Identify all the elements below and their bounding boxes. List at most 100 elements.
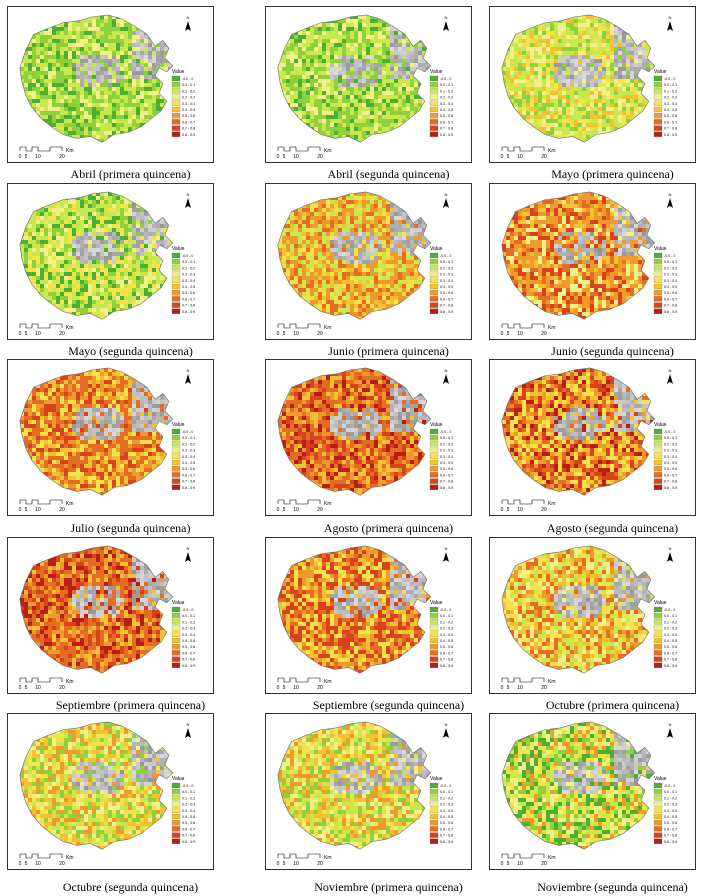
svg-text:10: 10 — [293, 154, 299, 160]
svg-text:0.1 - 0.2: 0.1 - 0.2 — [440, 89, 453, 93]
svg-text:0.2 - 0.3: 0.2 - 0.3 — [182, 96, 195, 100]
panel-caption: Septiembre (segunda quincena) — [313, 698, 464, 713]
map-figure: N Value-0.0 - 00.0 - 0.10.1 - 0.20.2 - 0.… — [19, 545, 195, 691]
map-legend: Value-0.0 - 00.0 - 0.10.1 - 0.20.2 - 0.3… — [429, 600, 453, 668]
svg-text:0.3 - 0.4: 0.3 - 0.4 — [182, 102, 195, 106]
panel-caption: Abril (primera quincena) — [71, 167, 191, 182]
svg-text:0.0 - 0.1: 0.0 - 0.1 — [182, 83, 195, 87]
panel-caption: Julio (segunda quincena) — [71, 521, 191, 536]
north-arrow-icon: N — [443, 15, 449, 31]
map-legend: Value-0.0 - 00.0 - 0.10.1 - 0.20.2 - 0.3… — [653, 246, 677, 314]
svg-text:20: 20 — [317, 154, 323, 160]
map-figure: N Value-0.0 - 00.0 - 0.10.1 - 0.20.2 - 0.… — [501, 191, 677, 337]
svg-text:0.4 - 0.5: 0.4 - 0.5 — [182, 108, 195, 112]
map-panel: N Value -0.0 - 0 0.0 - 0.1 0.1 - 0.2 0.2 - 0.… — [265, 183, 472, 340]
panel-caption: Agosto (primera quincena) — [324, 521, 453, 536]
panel-caption: Noviembre (primera quincena) — [314, 880, 463, 895]
north-arrow-icon: N — [667, 722, 673, 738]
map-panel: N Value -0.0 - 0 0.0 - 0.1 0.1 - 0.2 0.2 - 0.… — [265, 6, 472, 163]
map-panel: N Value -0.0 - 0 0.0 - 0.1 0.1 - 0.2 0.2 - 0.… — [265, 537, 472, 694]
north-arrow-icon: N — [667, 192, 673, 208]
svg-text:-0.0 - 0: -0.0 - 0 — [182, 77, 193, 81]
svg-text:20: 20 — [59, 154, 65, 160]
panel-caption: Noviembre (segunda quincena) — [537, 880, 688, 895]
map-panel: N Value -0.0 - 0 0.0 - 0.1 0.1 - 0.2 0.2 - 0.… — [7, 537, 214, 694]
svg-text:Km: Km — [66, 148, 74, 154]
map-panel: N Value -0.0 - 0 0.0 - 0.1 0.1 - 0.2 0.2 - 0.… — [7, 359, 214, 516]
north-arrow-icon: N — [443, 546, 449, 562]
north-arrow-icon: N — [185, 192, 191, 208]
svg-text:5: 5 — [283, 154, 286, 160]
panel-caption: Agosto (segunda quincena) — [547, 521, 678, 536]
panel-caption: Abril (segunda quincena) — [328, 167, 450, 182]
svg-text:-0.0 - 0: -0.0 - 0 — [440, 77, 451, 81]
north-arrow-icon: N — [443, 722, 449, 738]
map-legend: Value-0.0 - 00.0 - 0.10.1 - 0.20.2 - 0.3… — [171, 776, 195, 844]
map-legend: Value-0.0 - 00.0 - 0.10.1 - 0.20.2 - 0.3… — [171, 600, 195, 668]
svg-text:0.6 - 0.7: 0.6 - 0.7 — [182, 120, 195, 124]
map-figure: N Value-0.0 - 00.0 - 0.10.1 - 0.20.2 - 0.… — [277, 721, 453, 867]
map-figure: N Value-0.0 - 00.0 - 0.10.1 - 0.20.2 - 0.… — [19, 367, 195, 513]
map-legend: Value-0.0 - 00.0 - 0.10.1 - 0.20.2 - 0.3… — [653, 776, 677, 844]
map-figure: N Value-0.0 - 00.0 - 0.10.1 - 0.20.2 - 0.… — [277, 367, 453, 513]
map-legend: Value-0.0 - 00.0 - 0.10.1 - 0.20.2 - 0.3… — [653, 600, 677, 668]
map-legend: Value-0.0 - 00.0 - 0.10.1 - 0.20.2 - 0.3… — [429, 776, 453, 844]
map-panel: N Value -0.0 - 0 0.0 - 0.1 0.1 - 0.2 0.2 - 0.… — [489, 713, 696, 870]
map-figure: N Value-0.0 - 00.0 - 0.10.1 - 0.20.2 - 0.… — [501, 721, 677, 867]
map-figure: N Value-0.0 - 00.0 - 0.10.1 - 0.20.2 - 0.… — [19, 191, 195, 337]
svg-text:N: N — [445, 15, 448, 20]
svg-text:0.0 - 0.1: 0.0 - 0.1 — [440, 83, 453, 87]
svg-text:N: N — [187, 15, 190, 20]
svg-text:0.3 - 0.4: 0.3 - 0.4 — [440, 102, 453, 106]
map-figure: N Value-0.0 - 00.0 - 0.10.1 - 0.20.2 - 0.… — [277, 545, 453, 691]
svg-text:0: 0 — [277, 154, 280, 160]
map-panel: N Value -0.0 - 0 0.0 - 0.1 0.1 - 0.2 0.2 - 0.… — [265, 713, 472, 870]
svg-text:Value: Value — [430, 69, 443, 75]
north-arrow-icon: N — [667, 15, 673, 31]
panel-caption: Mayo (primera quincena) — [551, 167, 674, 182]
map-figure: N Value-0.0 - 00.0 - 0.10.1 - 0.20.2 - 0.… — [501, 14, 677, 160]
map-panel: N Value -0.0 - 0 0.0 - 0.1 0.1 - 0.2 0.2 - 0.… — [7, 183, 214, 340]
map-legend: Value-0.0 - 00.0 - 0.10.1 - 0.20.2 - 0.3… — [171, 246, 195, 314]
svg-text:Km: Km — [324, 148, 332, 154]
panel-caption: Junio (primera quincena) — [328, 344, 449, 359]
svg-text:0.5 - 0.6: 0.5 - 0.6 — [440, 114, 453, 118]
map-legend: Value-0.0 - 00.0 - 0.10.1 - 0.20.2 - 0.3… — [429, 422, 453, 490]
north-arrow-icon: N — [185, 546, 191, 562]
svg-text:0.7 - 0.8: 0.7 - 0.8 — [440, 127, 453, 131]
svg-text:0.4 - 0.5: 0.4 - 0.5 — [440, 108, 453, 112]
north-arrow-icon: N — [443, 368, 449, 384]
map-legend: Value-0.0 - 00.0 - 0.10.1 - 0.20.2 - 0.3… — [171, 422, 195, 490]
svg-text:10: 10 — [35, 154, 41, 160]
map-legend: Value-0.0 - 00.0 - 0.10.1 - 0.20.2 - 0.3… — [429, 69, 453, 137]
map-legend: Value-0.0 - 00.0 - 0.10.1 - 0.20.2 - 0.3… — [653, 422, 677, 490]
map-panel: N Value -0.0 - 0 0.0 - 0.1 0.1 - 0.2 0.2 - 0.… — [7, 713, 214, 870]
north-arrow-icon: N — [185, 368, 191, 384]
map-legend: Value-0.0 - 00.0 - 0.10.1 - 0.20.2 - 0.3… — [653, 69, 677, 137]
svg-text:0.8 - 0.9: 0.8 - 0.9 — [182, 133, 195, 137]
panel-caption: Octubre (segunda quincena) — [63, 880, 198, 895]
map-panel: N Value -0.0 - 0 0.0 - 0.1 0.1 - 0.2 0.2 - 0.… — [489, 359, 696, 516]
north-arrow-icon: N — [185, 15, 191, 31]
svg-text:0.8 - 0.9: 0.8 - 0.9 — [440, 133, 453, 137]
svg-text:0.7 - 0.8: 0.7 - 0.8 — [182, 127, 195, 131]
svg-text:0: 0 — [19, 154, 22, 160]
